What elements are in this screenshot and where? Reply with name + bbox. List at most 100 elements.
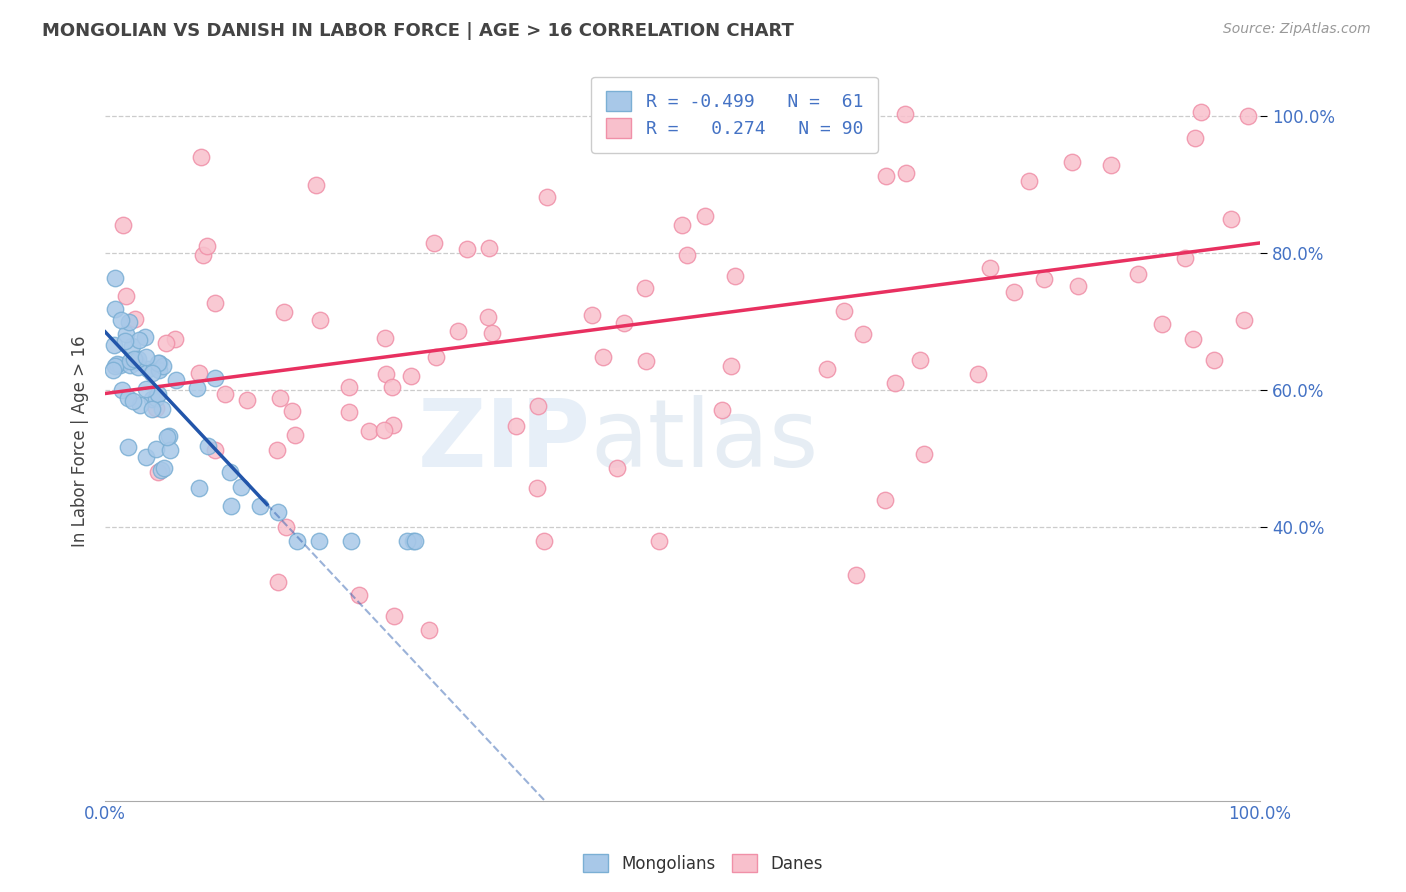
Point [236,392,259,407]
Point [309,312,332,326]
Point [1174,251,1197,265]
Point [374,367,396,381]
Point [382,608,405,623]
Point [115,326,138,341]
Point [1219,212,1241,227]
Point [218,465,240,479]
Point [105,357,128,371]
Point [423,236,446,251]
Point [636,354,658,368]
Point [893,107,915,121]
Point [104,271,127,285]
Point [281,404,304,418]
Point [103,362,125,376]
Point [373,423,395,437]
Text: Source: ZipAtlas.com: Source: ZipAtlas.com [1223,22,1371,37]
Point [1181,332,1204,346]
Point [852,326,875,341]
Point [1128,267,1150,281]
Point [724,268,747,283]
Text: ZIP: ZIP [418,395,591,487]
Point [1060,155,1083,169]
Point [153,460,176,475]
Point [481,326,503,341]
Point [269,392,291,406]
Point [1189,105,1212,120]
Point [141,367,163,381]
Point [115,288,138,302]
Point [111,218,134,232]
Point [308,533,330,548]
Point [121,339,143,353]
Point [613,316,636,330]
Point [135,450,157,464]
Point [108,358,131,372]
Point [117,391,139,405]
Point [710,402,733,417]
Point [374,331,396,345]
Point [526,481,548,495]
Point [671,219,693,233]
Point [1002,285,1025,299]
Point [337,405,360,419]
Point [399,369,422,384]
Point [478,241,501,255]
Point [382,417,405,432]
Point [186,381,208,395]
Point [127,360,149,375]
Point [141,392,163,406]
Point [884,376,907,391]
Point [165,373,187,387]
Legend: Mongolians, Danes: Mongolians, Danes [576,847,830,880]
Point [204,371,226,385]
Point [581,308,603,322]
Point [134,330,156,344]
Point [138,362,160,376]
Legend: R = -0.499   N =  61, R =   0.274   N = 90: R = -0.499 N = 61, R = 0.274 N = 90 [592,77,877,153]
Point [875,169,897,183]
Point [1202,352,1225,367]
Point [979,260,1001,275]
Point [1066,279,1088,293]
Point [425,350,447,364]
Point [135,382,157,396]
Point [456,242,478,256]
Point [219,499,242,513]
Point [249,500,271,514]
Point [1032,272,1054,286]
Point [118,315,141,329]
Point [592,350,614,364]
Point [110,313,132,327]
Point [145,401,167,415]
Point [1233,313,1256,327]
Point [274,520,297,534]
Point [267,574,290,589]
Point [146,465,169,479]
Point [404,533,426,548]
Point [1152,317,1174,331]
Point [150,401,173,416]
Y-axis label: In Labor Force | Age > 16: In Labor Force | Age > 16 [72,335,89,547]
Point [204,442,226,457]
Point [267,504,290,518]
Point [1184,131,1206,145]
Point [135,350,157,364]
Point [720,359,742,373]
Point [152,359,174,374]
Point [1099,158,1122,172]
Point [127,352,149,367]
Point [104,359,127,373]
Point [648,533,671,548]
Point [337,380,360,394]
Point [141,401,163,416]
Point [103,338,125,352]
Point [266,443,288,458]
Point [447,324,470,338]
Point [832,304,855,318]
Point [125,355,148,369]
Point [145,392,167,406]
Point [114,334,136,348]
Point [128,333,150,347]
Point [606,461,628,475]
Point [418,623,440,637]
